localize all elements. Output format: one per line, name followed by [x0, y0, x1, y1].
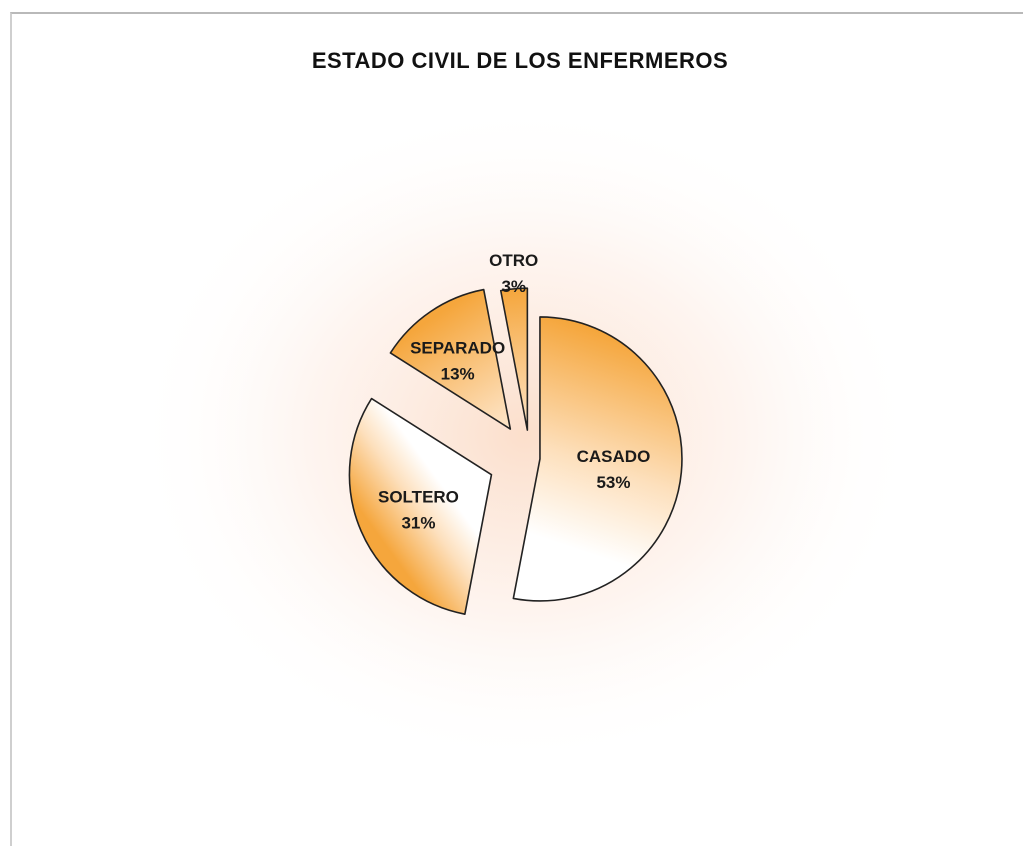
slice-value-casado: 53% [596, 473, 630, 492]
pie-slice-otro [499, 287, 529, 431]
slice-value-otro: 3% [501, 277, 526, 296]
pie-slice-separado [389, 288, 512, 430]
slice-label-soltero: SOLTERO [378, 487, 459, 506]
pie-slice-soltero [348, 397, 493, 615]
slice-label-otro: OTRO [489, 251, 538, 270]
slice-value-soltero: 31% [401, 513, 435, 532]
slice-value-separado: 13% [441, 365, 475, 384]
slice-label-casado: CASADO [577, 447, 651, 466]
plot-area-glow [130, 100, 920, 770]
chart-title: ESTADO CIVIL DE LOS ENFERMEROS [311, 48, 729, 73]
slice-label-separado: SEPARADO [410, 339, 505, 358]
pie-slice-casado [512, 316, 683, 602]
